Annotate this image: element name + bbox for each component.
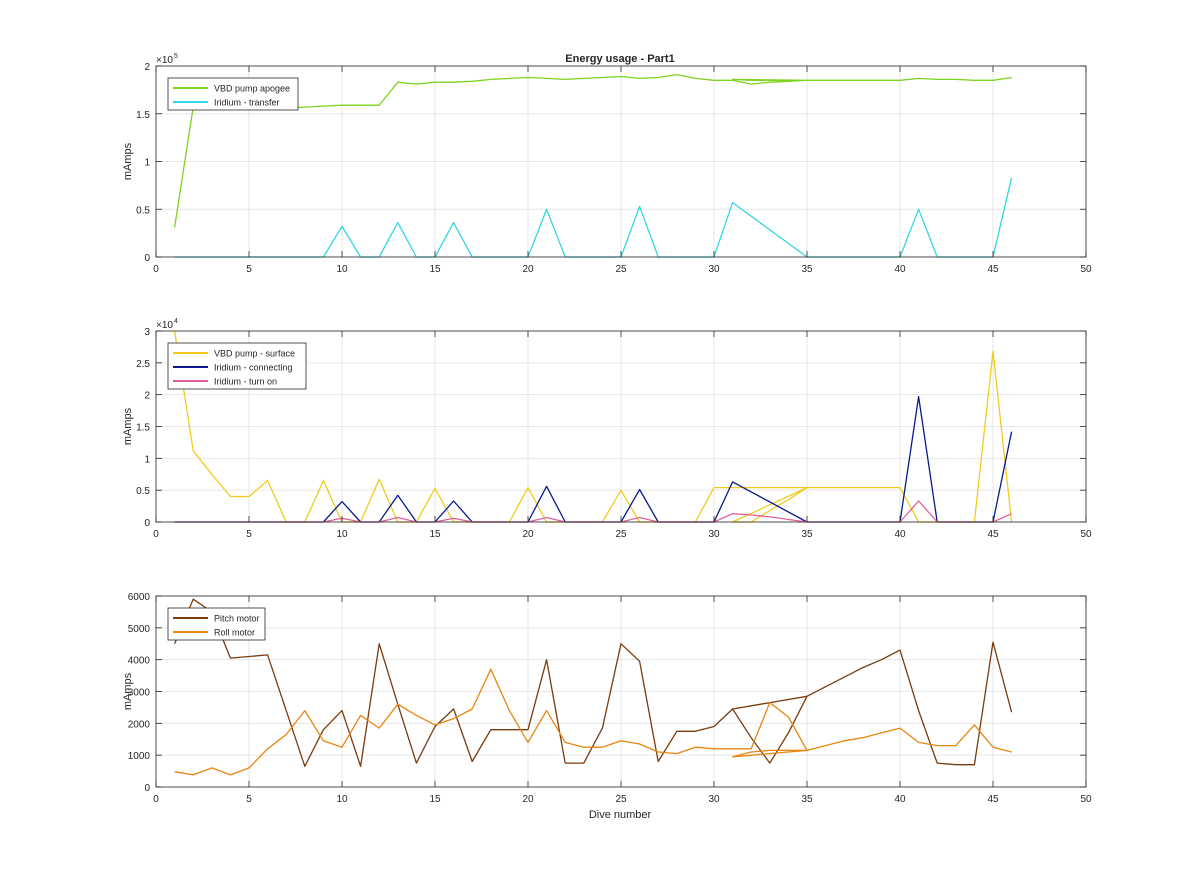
x-tick-label: 50 [1080, 529, 1092, 540]
legend-box [167, 607, 266, 641]
legend-label-1: VBD pump - surface [214, 349, 295, 359]
x-tick-label: 20 [522, 529, 534, 540]
x-tick-label: 15 [429, 794, 441, 805]
x-tick-label: 10 [336, 264, 348, 275]
legend-label-3: Iridium - turn on [214, 377, 277, 387]
x-tick-label: 10 [336, 529, 348, 540]
series-line-1 [173, 73, 1012, 228]
y-tick-label: 6000 [128, 592, 151, 603]
axes-panel-1: 0 5 10 15 20 25 30 35 40 45 5000.511.52×10 5mAmpsVB… [122, 53, 1092, 275]
y-tick-label: 1.5 [136, 110, 150, 121]
x-tick-label: 10 [336, 794, 348, 805]
y-exponent-power: 4 [174, 318, 178, 325]
legend-label-1: Pitch motor [214, 614, 260, 624]
x-tick-label: 20 [522, 264, 534, 275]
x-tick-label: 50 [1080, 794, 1092, 805]
legend: VBD pump - surface Iridium - connecting Ir… [167, 342, 307, 390]
x-axis-label: Dive number [589, 809, 652, 821]
x-tick-label: 5 [246, 529, 252, 540]
y-exponent-power: 5 [174, 53, 178, 60]
legend-label-2: Iridium - transfer [214, 98, 280, 108]
y-tick-label: 1000 [128, 751, 151, 762]
x-tick-label: 40 [894, 529, 906, 540]
x-tick-label: 15 [429, 529, 441, 540]
y-tick-label: 3000 [128, 688, 151, 699]
x-tick-label: 5 [246, 264, 252, 275]
x-tick-label: 50 [1080, 264, 1092, 275]
y-tick-label: 2.5 [136, 359, 150, 370]
x-tick-label: 45 [987, 264, 999, 275]
y-axis-label: mAmps [122, 672, 134, 710]
series-line-1 [174, 598, 1013, 767]
y-tick-label: 1.5 [136, 423, 150, 434]
y-tick-label: 2000 [128, 719, 151, 730]
figure-title: Energy usage - Part1 [565, 53, 674, 65]
x-tick-label: 45 [987, 794, 999, 805]
axes-layer: 0 5 10 15 20 25 30 35 40 45 5000.511.52×10 5mAmpsVB… [122, 53, 1092, 805]
legend: VBD pump apogee Iridium - transfer [167, 77, 299, 111]
y-tick-label: 0.5 [136, 486, 150, 497]
legend-label-1: VBD pump apogee [214, 84, 290, 94]
y-tick-label: 5000 [128, 624, 151, 635]
x-tick-label: 15 [429, 264, 441, 275]
x-tick-label: 0 [153, 264, 159, 275]
y-tick-label: 2 [144, 62, 150, 73]
legend-box [167, 77, 299, 111]
y-tick-label: 1 [144, 454, 150, 465]
x-tick-label: 25 [615, 264, 627, 275]
x-tick-label: 25 [615, 794, 627, 805]
x-tick-label: 5 [246, 794, 252, 805]
y-tick-label: 1 [144, 158, 150, 169]
x-tick-label: 35 [801, 529, 813, 540]
legend-label-2: Iridium - connecting [214, 363, 293, 373]
x-tick-label: 30 [708, 264, 720, 275]
y-axis-label: mAmps [122, 407, 134, 445]
x-tick-label: 35 [801, 264, 813, 275]
y-tick-label: 4000 [128, 656, 151, 667]
series-line-2 [174, 668, 1012, 776]
x-tick-label: 40 [894, 794, 906, 805]
x-tick-label: 0 [153, 794, 159, 805]
axes-panel-2: 0 5 10 15 20 25 30 35 40 45 50 0 0.5 1 1.5 2 2.5 3 ×10 4 mAm… [122, 318, 1092, 540]
legend: Pitch motor Roll motor [167, 607, 266, 641]
y-tick-label: 0.5 [136, 205, 150, 216]
x-tick-label: 40 [894, 264, 906, 275]
axes-panel-3: 0 5 10 15 20 25 30 35 40 45 50 0 1000 2000 3000 4000 500… [122, 592, 1092, 805]
y-exponent-label: ×10 [156, 55, 173, 66]
y-tick-label: 0 [144, 253, 150, 264]
y-tick-label: 0 [144, 783, 150, 794]
y-exponent-label: ×10 [156, 320, 173, 331]
x-tick-label: 25 [615, 529, 627, 540]
x-tick-label: 0 [153, 529, 159, 540]
y-tick-label: 0 [144, 518, 150, 529]
y-tick-label: 2 [144, 391, 150, 402]
legend-label-2: Roll motor [214, 628, 255, 638]
x-tick-label: 30 [708, 794, 720, 805]
y-axis-label: mAmps [122, 142, 134, 180]
x-tick-label: 20 [522, 794, 534, 805]
y-tick-label: 3 [144, 327, 150, 338]
x-tick-label: 35 [801, 794, 813, 805]
x-tick-label: 45 [987, 529, 999, 540]
x-tick-label: 30 [708, 529, 720, 540]
